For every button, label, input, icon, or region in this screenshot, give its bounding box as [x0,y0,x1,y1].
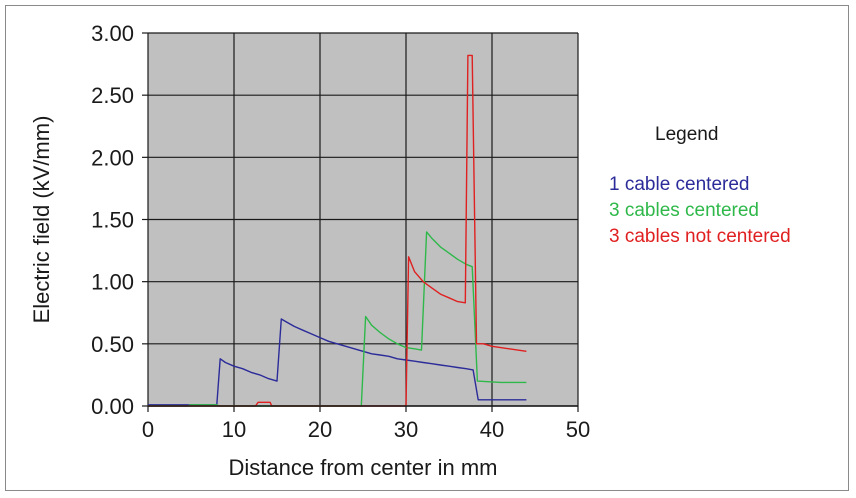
x-axis-ticks: 0 10 20 30 40 50 [142,406,590,442]
legend-entry-1: 1 cable centered [609,174,750,195]
legend: 1 cable centered 3 cables centered 3 cable… [609,174,791,247]
x-axis-label: Distance from center in mm [229,455,498,480]
y-tick-label: 0.50 [91,332,134,357]
y-tick-label: 1.00 [91,270,134,295]
y-axis-ticks: 0.00 0.50 1.00 1.50 2.00 2.50 3.00 [91,21,148,419]
series-line-3 [148,54,527,407]
legend-entry-2: 3 cables centered [609,200,759,221]
legend-title: Legend [655,124,718,145]
x-tick-label: 50 [566,417,590,442]
x-tick-label: 20 [308,417,332,442]
x-tick-label: 0 [142,417,154,442]
x-tick-label: 10 [222,417,246,442]
y-tick-label: 3.00 [91,21,134,46]
x-tick-label: 30 [394,417,418,442]
y-axis-label: Electric field (kV/mm) [29,116,54,324]
x-tick-label: 40 [480,417,504,442]
y-tick-label: 2.00 [91,145,134,170]
series-line-1 [148,318,527,406]
y-tick-label: 1.50 [91,208,134,233]
y-tick-label: 0.00 [91,394,134,419]
legend-entry-3: 3 cables not centered [609,226,791,247]
y-tick-label: 2.50 [91,83,134,108]
